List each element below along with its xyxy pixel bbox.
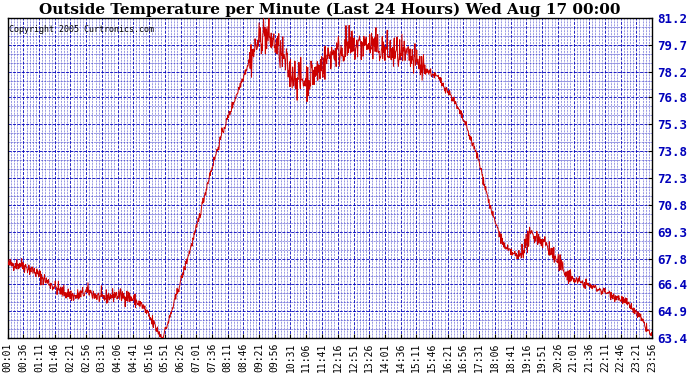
Text: Copyright 2005 Curtronics.com: Copyright 2005 Curtronics.com	[9, 25, 154, 34]
Title: Outside Temperature per Minute (Last 24 Hours) Wed Aug 17 00:00: Outside Temperature per Minute (Last 24 …	[39, 3, 621, 17]
